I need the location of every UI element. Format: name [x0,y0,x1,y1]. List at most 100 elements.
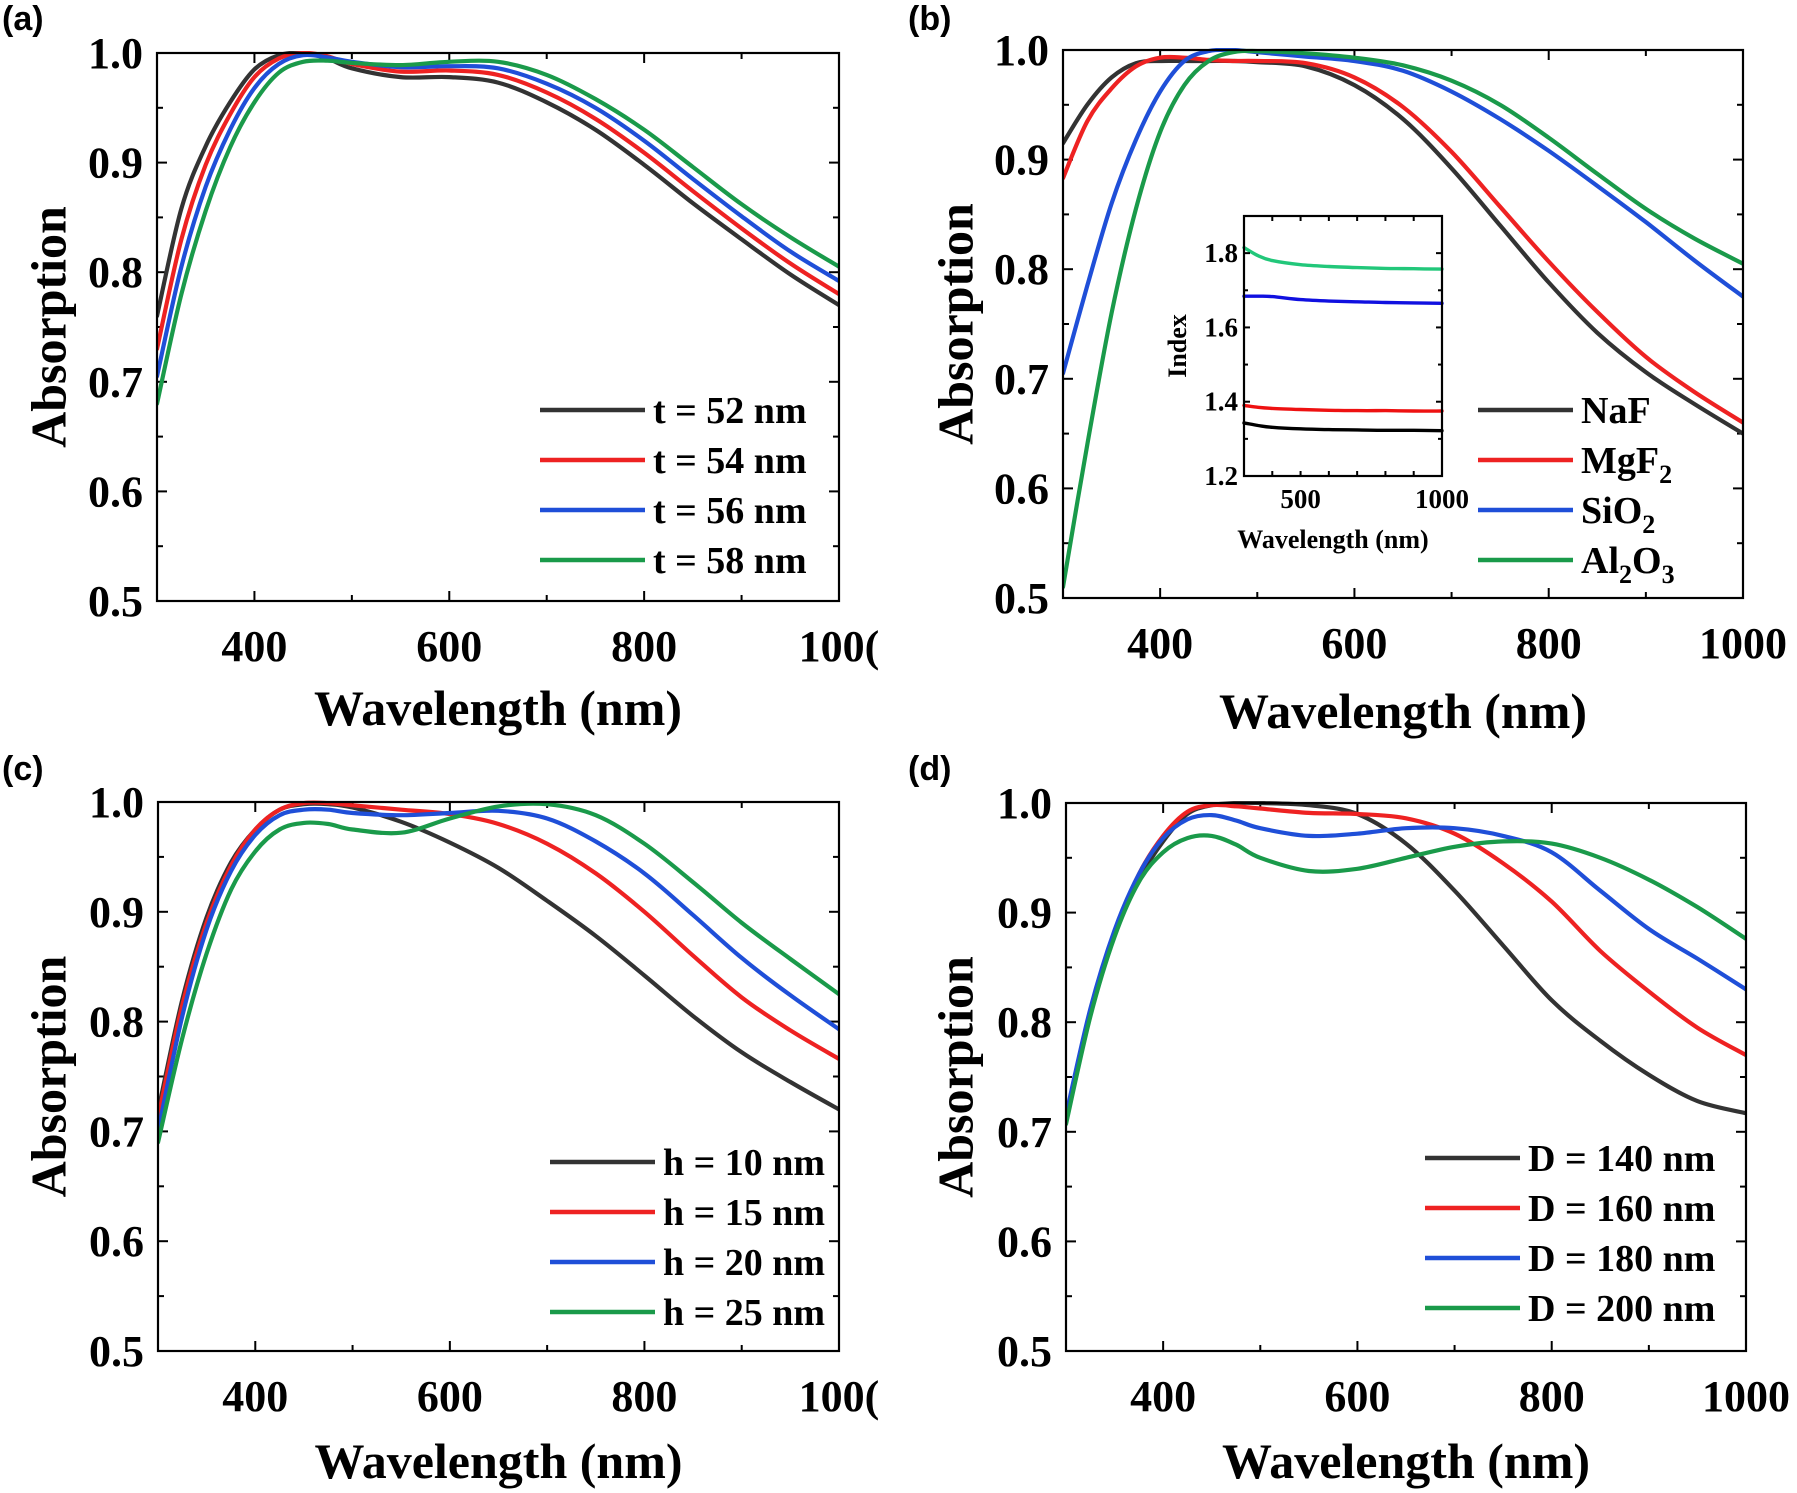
series-line-sio2 [1063,48,1743,376]
legend-label: h = 15 nm [663,1192,825,1234]
legend-label: MgF2 [1581,440,1672,489]
legend-label-part: MgF [1581,440,1659,482]
panel-label: (a) [2,0,44,38]
plot-frame [1061,48,1745,600]
plot-frame [1064,801,1748,1353]
inset-background [1244,216,1442,476]
plot-frame [155,51,841,603]
inset-y-axis-title: Index [1163,314,1192,378]
legend-label: h = 25 nm [663,1292,825,1334]
x-tick-label: 1000 [1699,619,1787,668]
inset-x-tick-label: 1000 [1415,484,1469,514]
y-tick-label: 0.9 [88,139,143,188]
x-axis-title: Wavelength (nm) [1222,1433,1590,1489]
panel-label: (b) [908,0,951,38]
legend: D = 140 nm D = 160 nm D = 180 nm D = 200 nm [1425,1138,1715,1330]
legend-label: t = 54 nm [653,440,807,482]
y-tick-label: 0.6 [997,1217,1052,1266]
plot-frame [156,800,841,1353]
x-tick-label: 800 [1519,1372,1585,1421]
legend-label-part: SiO [1581,490,1642,532]
series-group [158,800,839,1145]
y-tick-label: 0.9 [89,888,144,937]
legend-label: D = 180 nm [1528,1238,1715,1280]
y-tick-label: 0.5 [89,1327,144,1376]
inset-y-tick-label: 1.6 [1204,312,1238,342]
x-tick-label: 800 [1516,619,1582,668]
inset-series-line-sio2 [1242,294,1444,305]
inset-y-tick-label: 1.2 [1204,461,1238,491]
legend-label-subscript: 3 [1662,560,1675,589]
legend-label: D = 200 nm [1528,1288,1715,1330]
panel-c: (c) 0.5 0.6 0.7 0.8 0.9 1.0 400 600 800 100(Wavele… [2,750,879,1489]
y-tick-label: 0.9 [994,136,1049,185]
legend-label-part: O [1632,540,1662,582]
y-tick-label: 0.9 [997,889,1052,938]
inset-series-line-al2o3 [1242,245,1444,271]
x-axis-title: Wavelength (nm) [314,680,682,736]
x-tick-label: 800 [611,622,677,671]
y-tick-label: 0.5 [994,574,1049,623]
y-axis-title: Absorption [928,203,984,445]
x-tick-label: 400 [222,1372,288,1421]
x-tick-label: 600 [417,1372,483,1421]
series-line-al2o3 [1063,48,1743,590]
legend: t = 52 nm t = 54 nm t = 56 nm t = 58 nm [540,390,807,582]
series-line-naf [1063,58,1743,436]
series-line-d-180-nm [1066,812,1746,1118]
series-line-t-56-nm [157,52,839,379]
inset-x-axis-title: Wavelength (nm) [1237,525,1428,554]
y-tick-label: 0.6 [88,467,143,516]
x-tick-label: 400 [1127,619,1193,668]
y-tick-label: 1.0 [994,26,1049,75]
inset-chart: 1.2 1.4 1.6 1.8 500 1000 Wavelength (nm) Index [1163,214,1469,554]
panel-label: (d) [908,750,951,788]
x-tick-label: 600 [416,622,482,671]
x-axis-title: Wavelength (nm) [1219,683,1587,739]
y-tick-label: 0.6 [89,1217,144,1266]
x-tick-label: 1000 [1702,1372,1790,1421]
y-tick-label: 0.5 [88,577,143,626]
y-axis-title: Absorption [21,955,77,1197]
legend-label: Al2O3 [1581,540,1675,589]
y-tick-label: 0.7 [994,355,1049,404]
x-tick-label: 400 [221,622,287,671]
legend-label-subscript: 2 [1659,460,1672,489]
series-line-d-200-nm [1066,833,1746,1127]
series-group [1063,48,1743,590]
y-tick-label: 1.0 [997,779,1052,828]
x-tick-label: 600 [1324,1372,1390,1421]
legend-label: t = 56 nm [653,490,807,532]
legend-label: t = 52 nm [653,390,807,432]
inset-y-tick-label: 1.4 [1204,387,1238,417]
y-tick-label: 1.0 [88,29,143,78]
legend-label-subscript: 2 [1642,510,1655,539]
inset-frame [1242,214,1444,478]
y-axis-title: Absorption [21,206,77,448]
legend-label-part: Al [1581,540,1619,582]
inset-series-line-mgf2 [1242,403,1444,413]
series-line-h-10-nm [158,801,839,1114]
x-tick-label: 600 [1321,619,1387,668]
x-tick-label: 100( [799,1372,880,1421]
legend-label-part: NaF [1581,390,1651,432]
legend-label: t = 58 nm [653,540,807,582]
series-group [157,51,839,406]
inset-series-line-naf [1242,421,1444,433]
series-line-t-52-nm [157,51,839,319]
y-tick-label: 0.6 [994,464,1049,513]
legend: h = 10 nm h = 15 nm h = 20 nm h = 25 nm [550,1142,825,1334]
inset-x-tick-label: 500 [1280,484,1321,514]
y-axis-title: Absorption [928,956,984,1198]
y-tick-label: 0.8 [88,248,143,297]
x-axis-title: Wavelength (nm) [314,1433,682,1489]
y-tick-label: 0.8 [89,998,144,1047]
series-line-mgf2 [1063,54,1743,425]
legend-label: h = 20 nm [663,1242,825,1284]
legend-label-subscript: 2 [1619,560,1632,589]
x-tick-label: 100( [799,622,880,671]
series-line-h-25-nm [158,801,839,1145]
legend-label: h = 10 nm [663,1142,825,1184]
